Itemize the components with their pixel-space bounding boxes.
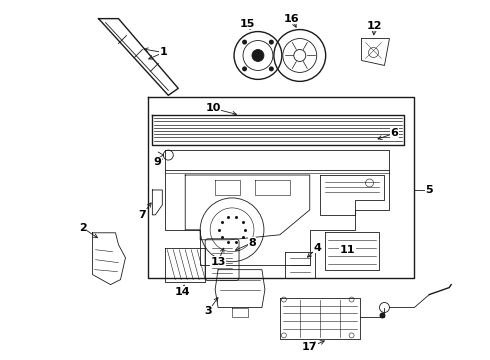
- Circle shape: [242, 66, 247, 71]
- Text: 8: 8: [248, 238, 256, 248]
- Text: 1: 1: [159, 48, 167, 58]
- Text: 17: 17: [302, 342, 318, 352]
- Text: 6: 6: [391, 128, 398, 138]
- Circle shape: [269, 66, 274, 71]
- Text: 9: 9: [153, 157, 161, 167]
- Text: 5: 5: [425, 185, 433, 195]
- Text: 15: 15: [239, 19, 255, 28]
- Circle shape: [242, 40, 247, 45]
- Text: 7: 7: [139, 210, 147, 220]
- Text: 11: 11: [340, 245, 355, 255]
- Text: 12: 12: [367, 21, 382, 31]
- Circle shape: [252, 50, 264, 62]
- Text: 3: 3: [204, 306, 212, 316]
- Text: 4: 4: [314, 243, 321, 253]
- Text: 10: 10: [205, 103, 221, 113]
- Text: 2: 2: [79, 223, 87, 233]
- Text: 13: 13: [210, 257, 226, 267]
- Circle shape: [379, 312, 386, 319]
- Text: 14: 14: [174, 287, 190, 297]
- Circle shape: [269, 40, 274, 45]
- Text: 16: 16: [284, 14, 299, 24]
